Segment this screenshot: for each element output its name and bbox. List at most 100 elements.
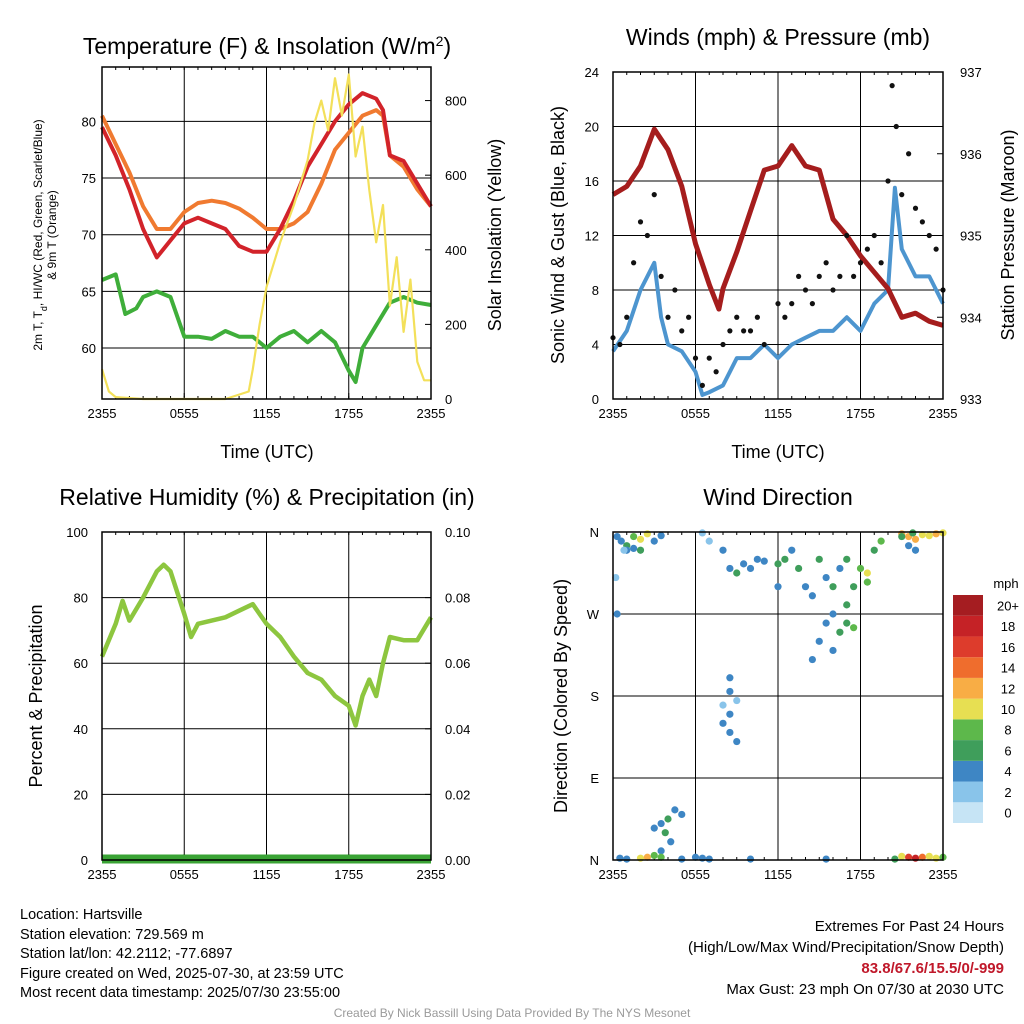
plot-border: [101, 531, 432, 861]
temperature-panel: Temperature (F) & Insolation (W/m2) 60 65…: [31, 33, 505, 462]
gust-point: [679, 328, 685, 334]
temperature-title: Temperature (F) & Insolation (W/m2): [83, 33, 451, 59]
x-tick-label: 1755: [334, 406, 363, 421]
colorbar-label: 14: [1001, 661, 1015, 676]
y2-tick-label: 935: [960, 229, 982, 244]
direction-point: [774, 583, 782, 591]
wind-series-line: [611, 185, 945, 397]
colorbar-swatch: [953, 636, 983, 658]
colorbar-label: 0: [1004, 806, 1011, 821]
gust-point: [631, 260, 637, 266]
direction-point: [678, 855, 686, 863]
gust-point: [754, 314, 760, 320]
direction-point: [740, 560, 748, 568]
gust-point: [672, 287, 678, 293]
pressure-series-line: [611, 126, 944, 328]
plot-border: [612, 531, 944, 861]
colorbar-label: 2: [1004, 785, 1011, 800]
y-tick-label: 60: [82, 341, 96, 356]
plot-border: [101, 66, 432, 400]
gust-point: [796, 273, 802, 279]
x-tick-label: 0555: [170, 867, 199, 882]
y-tick-label: 75: [82, 171, 96, 186]
gust-point: [782, 314, 788, 320]
x-tick-label: 0555: [681, 406, 710, 421]
direction-point: [671, 806, 679, 814]
direction-point: [795, 564, 803, 573]
direction-point: [856, 564, 865, 573]
red-series-line: [100, 91, 433, 260]
y-tick-label: W: [587, 607, 600, 622]
y2-tick-label: 0: [445, 392, 452, 407]
gust-point: [761, 341, 767, 348]
figure-created: Figure created on Wed, 2025-07-30, at 23…: [20, 965, 344, 982]
extremes-values: 83.8/67.6/15.5/0/-999: [861, 960, 1004, 977]
gust-point: [665, 314, 671, 320]
direction-point: [630, 532, 638, 541]
humidity-ylabel: Percent & Precipitation: [26, 604, 46, 787]
direction-point: [661, 829, 669, 837]
recent-timestamp: Most recent data timestamp: 2025/07/30 2…: [20, 985, 341, 1001]
direction-point: [870, 546, 878, 554]
direction-point: [719, 546, 727, 554]
colorbar-swatch: [953, 781, 983, 803]
max-gust: Max Gust: 23 mph On 07/30 at 2030 UTC: [726, 981, 1004, 998]
colorbar-swatch: [953, 615, 983, 637]
gust-point: [926, 232, 932, 239]
y-tick-label: E: [590, 771, 599, 786]
gust-point: [857, 260, 864, 266]
direction-point: [815, 555, 823, 563]
direction-point: [843, 619, 851, 627]
y2-tick-label: 0.02: [445, 787, 470, 802]
gust-point: [889, 83, 895, 89]
direction-point: [801, 583, 810, 591]
direction-point: [815, 637, 823, 645]
green-series-line: [101, 272, 432, 384]
gust-point: [837, 273, 843, 279]
direction-point: [620, 546, 628, 554]
winds-ylabel: Sonic Wind & Gust (Blue, Black): [548, 106, 568, 364]
colorbar-swatch: [953, 802, 983, 823]
humidity-title: Relative Humidity (%) & Precipitation (i…: [59, 484, 474, 510]
temperature-ylabel-line1: 2m T, Td, HI/WC (Red, Green, Scarlet/Blu…: [31, 119, 49, 350]
direction-point: [918, 853, 926, 861]
station-latlon: Station lat/lon: 42.2112; -77.6897: [20, 946, 233, 962]
direction-point: [788, 546, 796, 554]
direction-point: [781, 555, 789, 563]
gust-point: [871, 232, 877, 239]
y-tick-label: 8: [592, 283, 599, 298]
direction-point: [911, 535, 920, 543]
y-tick-label: 80: [74, 591, 88, 606]
direction-point: [898, 532, 906, 541]
y-tick-label: 60: [74, 656, 88, 671]
y-tick-label: 20: [585, 120, 599, 135]
colorbar-label: 8: [1004, 723, 1011, 738]
direction-point: [726, 674, 734, 682]
gust-point: [809, 301, 815, 307]
x-tick-label: 2355: [929, 406, 958, 421]
colorbar-swatch: [953, 719, 983, 741]
station-info: Location: Hartsville Station elevation: …: [20, 906, 344, 1004]
y2-tick-label: 600: [445, 168, 467, 183]
direction-point: [657, 853, 665, 861]
y-tick-label: 4: [592, 338, 599, 353]
direction-point: [836, 628, 844, 636]
y2-tick-label: 0.06: [445, 656, 470, 671]
direction-point: [774, 560, 782, 568]
y2-tick-label: 0.04: [445, 722, 470, 737]
gust-point: [727, 328, 733, 334]
direction-point: [808, 655, 816, 664]
gust-point: [816, 273, 822, 279]
direction-point: [850, 583, 858, 591]
winds-xlabel: Time (UTC): [731, 442, 824, 462]
y-tick-label: 70: [82, 228, 96, 243]
y-tick-label: 24: [585, 65, 599, 80]
direction-point: [630, 544, 638, 553]
credit-line: Created By Nick Bassill Using Data Provi…: [333, 1006, 691, 1020]
gust-point: [885, 178, 891, 184]
direction-point: [705, 537, 713, 545]
direction-point: [733, 737, 741, 746]
humidity-series-line: [99, 562, 433, 728]
x-tick-label: 1155: [253, 406, 281, 421]
direction-point: [836, 564, 844, 573]
